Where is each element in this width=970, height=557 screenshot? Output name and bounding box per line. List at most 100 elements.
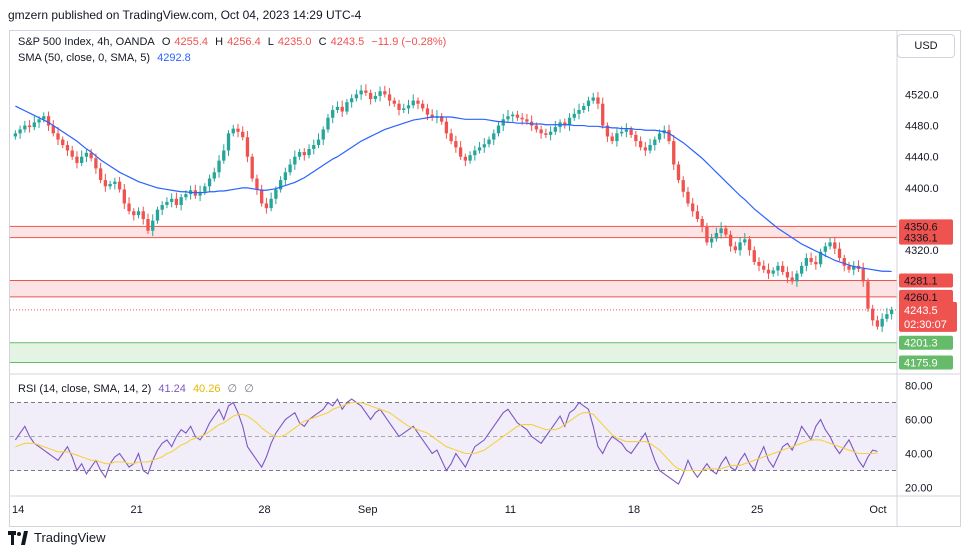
candle-body <box>525 119 529 122</box>
candle <box>170 193 174 208</box>
legend-open-label: O <box>161 36 171 48</box>
candle <box>331 105 335 124</box>
candle-body <box>354 94 359 99</box>
price-tick-label: 4400.0 <box>905 183 939 195</box>
candle-body <box>174 198 179 206</box>
candle-body <box>37 119 41 123</box>
zone-tag-label: 4350.6 <box>904 221 938 233</box>
candle-body <box>700 219 704 227</box>
zone-tag-bg <box>899 230 953 245</box>
candle-body <box>695 211 700 220</box>
price-tick-label: 4440.0 <box>905 152 939 164</box>
candle-body <box>728 234 733 247</box>
candle <box>596 92 600 110</box>
sma-legend-value: 4292.8 <box>157 52 191 64</box>
candle <box>799 261 804 277</box>
currency-button[interactable]: USD <box>897 34 955 58</box>
candle-body <box>297 152 302 157</box>
rsi-legend-label: RSI (14, close, SMA, 14, 2) <box>18 383 152 395</box>
zone-3-fill <box>10 342 897 363</box>
candle <box>733 241 737 254</box>
candle-body <box>724 228 728 235</box>
candle-body <box>515 114 520 118</box>
candle <box>757 257 761 272</box>
candle-body <box>335 106 340 110</box>
time-tick-label: 18 <box>628 504 640 516</box>
candle-body <box>657 133 662 140</box>
candle-body <box>231 128 235 134</box>
candle-body <box>65 145 70 151</box>
legend-low-label: L <box>267 36 274 48</box>
candle <box>250 153 254 182</box>
candle <box>94 153 98 174</box>
candle <box>544 128 548 139</box>
candle <box>610 132 614 145</box>
chart-frame[interactable]: 4350.6 4336.1 4281.1 4260.1 4201.3 4175.9 4520… <box>9 30 961 527</box>
candle <box>861 262 865 287</box>
candle-body <box>127 203 131 212</box>
candle-body <box>331 109 335 118</box>
candle <box>302 148 306 161</box>
candle <box>728 230 733 252</box>
candle-body <box>714 233 719 239</box>
sma-layer <box>15 105 892 273</box>
candle <box>880 313 884 333</box>
candle-body <box>345 102 349 112</box>
candle <box>65 141 70 156</box>
footer-branding: TradingView <box>8 530 106 545</box>
candle <box>781 261 785 276</box>
candle <box>80 150 84 167</box>
candle <box>103 173 108 192</box>
candle <box>747 236 752 256</box>
candle <box>155 206 160 224</box>
candle-body <box>601 103 605 126</box>
candle <box>700 215 704 233</box>
rsi-tick-label: 60.00 <box>905 415 933 427</box>
candle-body <box>719 228 723 234</box>
time-tick-label: 11 <box>505 504 516 516</box>
candle <box>312 139 316 155</box>
candle <box>506 109 510 123</box>
candle <box>288 159 292 176</box>
candle <box>217 155 221 178</box>
candle-body <box>321 129 325 140</box>
candle <box>411 94 415 109</box>
candle-body <box>567 117 572 126</box>
candle <box>335 101 340 114</box>
candle-body <box>340 106 344 112</box>
candle-body <box>203 186 207 192</box>
candle <box>553 120 557 135</box>
candle <box>359 85 363 100</box>
candle <box>657 129 662 143</box>
candle-body <box>468 155 472 161</box>
last-price-tag: 4243.5 02:30:07 <box>899 301 957 332</box>
candle-body <box>477 147 482 151</box>
candle-body <box>212 172 216 179</box>
candle <box>421 99 425 112</box>
candle <box>809 252 813 266</box>
candle-body <box>264 203 269 209</box>
candle-body <box>444 121 449 134</box>
candle <box>198 185 202 202</box>
candle-body <box>217 160 221 173</box>
candle <box>619 126 624 137</box>
candle-body <box>245 137 250 157</box>
candle <box>345 99 349 115</box>
candle-body <box>32 122 36 128</box>
candle <box>84 149 89 163</box>
candle <box>160 201 164 216</box>
candle-body <box>889 309 894 315</box>
candle-body <box>605 125 610 137</box>
candle <box>785 266 790 283</box>
candle <box>776 261 780 276</box>
candle <box>132 208 136 221</box>
candle-body <box>98 168 103 181</box>
price-tick-label: 4480.0 <box>905 121 939 133</box>
candle <box>487 136 491 148</box>
zone-tag-bg <box>899 355 953 370</box>
zone-layer <box>10 225 897 364</box>
candle-body <box>255 178 259 190</box>
candle <box>501 113 505 131</box>
candle-body <box>610 136 614 142</box>
